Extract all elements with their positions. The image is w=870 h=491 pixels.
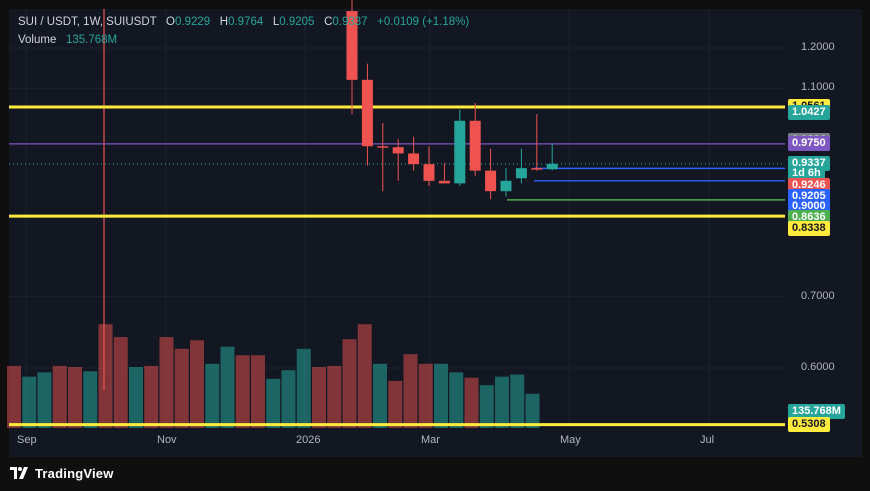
volume-bar [357, 324, 372, 428]
volume-bar [510, 374, 525, 428]
volume-bar [190, 340, 204, 428]
price-tag: 135.768M [788, 404, 845, 420]
candle-body[interactable] [546, 163, 558, 170]
volume-bar [373, 363, 387, 428]
volume-bars [7, 324, 540, 428]
volume-bar [37, 372, 52, 428]
volume-bar [327, 365, 342, 428]
candle-body[interactable] [438, 180, 450, 184]
close-label: C [324, 16, 333, 28]
volume-bar [403, 354, 418, 428]
volume-bar [312, 367, 326, 428]
close-value: 0.9337 [332, 16, 368, 28]
candle-body[interactable] [361, 79, 373, 147]
volume-bar [52, 365, 67, 428]
volume-legend: Volume 135.768M [18, 34, 117, 46]
candle-body[interactable] [346, 11, 358, 80]
volume-bar [7, 365, 21, 428]
volume-bar [235, 355, 250, 428]
volume-bar [159, 337, 174, 428]
volume-label: Volume [18, 34, 57, 46]
time-tick-label: Mar [421, 434, 440, 446]
time-tick-label: Sep [17, 434, 37, 446]
volume-bar [434, 363, 448, 428]
volume-bar [205, 363, 220, 428]
volume-bar [144, 365, 159, 428]
time-tick-label: Jul [700, 434, 715, 446]
low-value: 0.9205 [279, 16, 315, 28]
candle-body[interactable] [408, 153, 420, 165]
candle-body[interactable] [454, 120, 466, 184]
volume-bar [388, 380, 403, 428]
volume-bar [495, 376, 509, 428]
price-tick-label: 1.2000 [801, 41, 835, 53]
candle-body[interactable] [531, 168, 543, 170]
volume-bar [342, 339, 357, 428]
price-tag: 0.5308 [788, 417, 830, 433]
volume-bar [266, 378, 281, 428]
volume-bar [418, 363, 433, 428]
candles [346, 0, 558, 200]
candle-body[interactable] [469, 120, 481, 171]
footer: TradingView [10, 464, 114, 482]
candle-body[interactable] [485, 170, 497, 192]
volume-bar [220, 346, 235, 428]
price-tag: 0.8338 [788, 221, 830, 237]
volume-bar [464, 377, 479, 428]
brand-name: TradingView [35, 465, 114, 481]
change-value: +0.0109 (+1.18%) [377, 16, 470, 28]
time-tick-label: 2026 [296, 434, 321, 446]
volume-bar [129, 367, 143, 428]
high-value: 0.9764 [228, 16, 264, 28]
candle-body[interactable] [423, 164, 435, 181]
volume-bar [479, 385, 494, 428]
volume-bar [449, 372, 464, 428]
high-label: H [219, 16, 229, 28]
volume-bar [22, 376, 37, 428]
volume-bar [174, 348, 189, 428]
candle-body[interactable] [377, 146, 389, 148]
price-tag: 1d 6h [788, 166, 825, 182]
price-tick-label: 1.1000 [801, 81, 835, 94]
volume-bar [113, 337, 128, 428]
horizontal-levels [9, 105, 785, 427]
time-tick-label: Nov [157, 434, 177, 446]
volume-bar [98, 324, 113, 428]
open-value: 0.9229 [175, 16, 211, 28]
volume-bar [83, 371, 98, 428]
price-tick-label: 0.6000 [801, 361, 835, 373]
open-label: O [166, 16, 175, 28]
tradingview-logo-icon [10, 467, 28, 479]
volume-bar [251, 355, 265, 428]
candle-body[interactable] [392, 147, 404, 154]
volume-bar [525, 393, 540, 428]
price-tick-label: 0.7000 [801, 289, 835, 302]
volume-value: 135.768M [65, 34, 118, 46]
candle-body[interactable] [515, 168, 527, 179]
volume-bar [68, 367, 82, 428]
volume-bar [281, 370, 296, 428]
volume-bar [296, 348, 311, 428]
low-label: L [272, 16, 280, 28]
ohlc-legend: SUI / USDT, 1W, SUIUSDT O0.9229 H0.9764 … [18, 16, 469, 28]
candle-body[interactable] [500, 180, 512, 192]
symbol-label[interactable]: SUI / USDT, 1W, SUIUSDT [18, 16, 157, 28]
time-tick-label: May [560, 434, 581, 446]
price-tag: 0.9750 [788, 136, 830, 152]
price-tag: 1.0427 [788, 105, 830, 121]
